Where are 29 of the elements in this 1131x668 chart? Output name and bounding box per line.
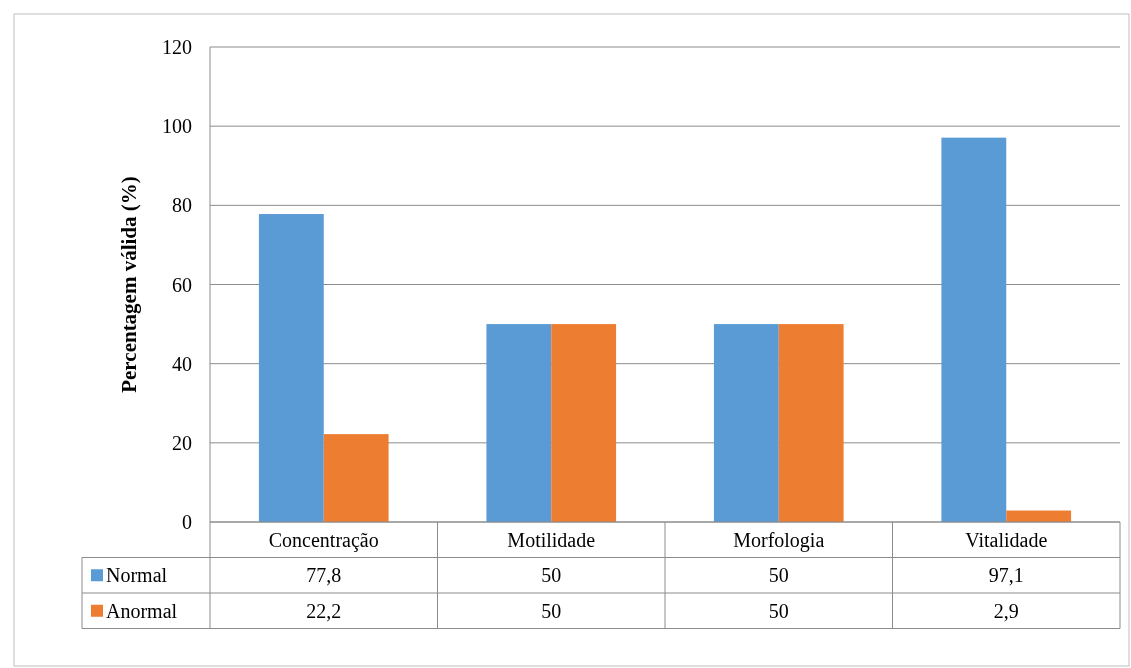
x-tick-label: Vitalidade xyxy=(965,528,1048,551)
bar xyxy=(486,324,552,522)
data-label: 22,2 xyxy=(306,599,342,622)
data-label: 2,9 xyxy=(993,599,1019,622)
y-tick-label: 60 xyxy=(172,273,192,296)
bar xyxy=(941,137,1007,522)
y-tick-label: 0 xyxy=(182,511,192,533)
y-tick-label: 40 xyxy=(172,352,192,375)
bar xyxy=(258,214,324,522)
data-label: 50 xyxy=(768,599,789,622)
bar xyxy=(323,434,389,522)
data-label: 50 xyxy=(541,599,562,622)
y-tick-label: 120 xyxy=(162,36,192,58)
legend-label: Normal xyxy=(106,564,168,587)
bar xyxy=(551,324,617,522)
y-tick-label: 20 xyxy=(172,431,192,454)
bar xyxy=(713,324,779,522)
x-tick-label: Morfologia xyxy=(733,528,825,552)
data-label: 77,8 xyxy=(306,564,342,587)
bar xyxy=(778,324,844,522)
y-tick-label: 80 xyxy=(172,194,192,217)
legend-label: Anormal xyxy=(106,599,178,622)
x-tick-label: Concentração xyxy=(268,528,379,552)
data-label: 50 xyxy=(541,564,562,587)
y-axis-title: Percentagem válida (%) xyxy=(117,176,141,393)
x-tick-label: Motilidade xyxy=(507,528,596,551)
data-label: 97,1 xyxy=(988,564,1024,587)
y-tick-label: 100 xyxy=(162,115,192,138)
data-label: 50 xyxy=(768,564,789,587)
